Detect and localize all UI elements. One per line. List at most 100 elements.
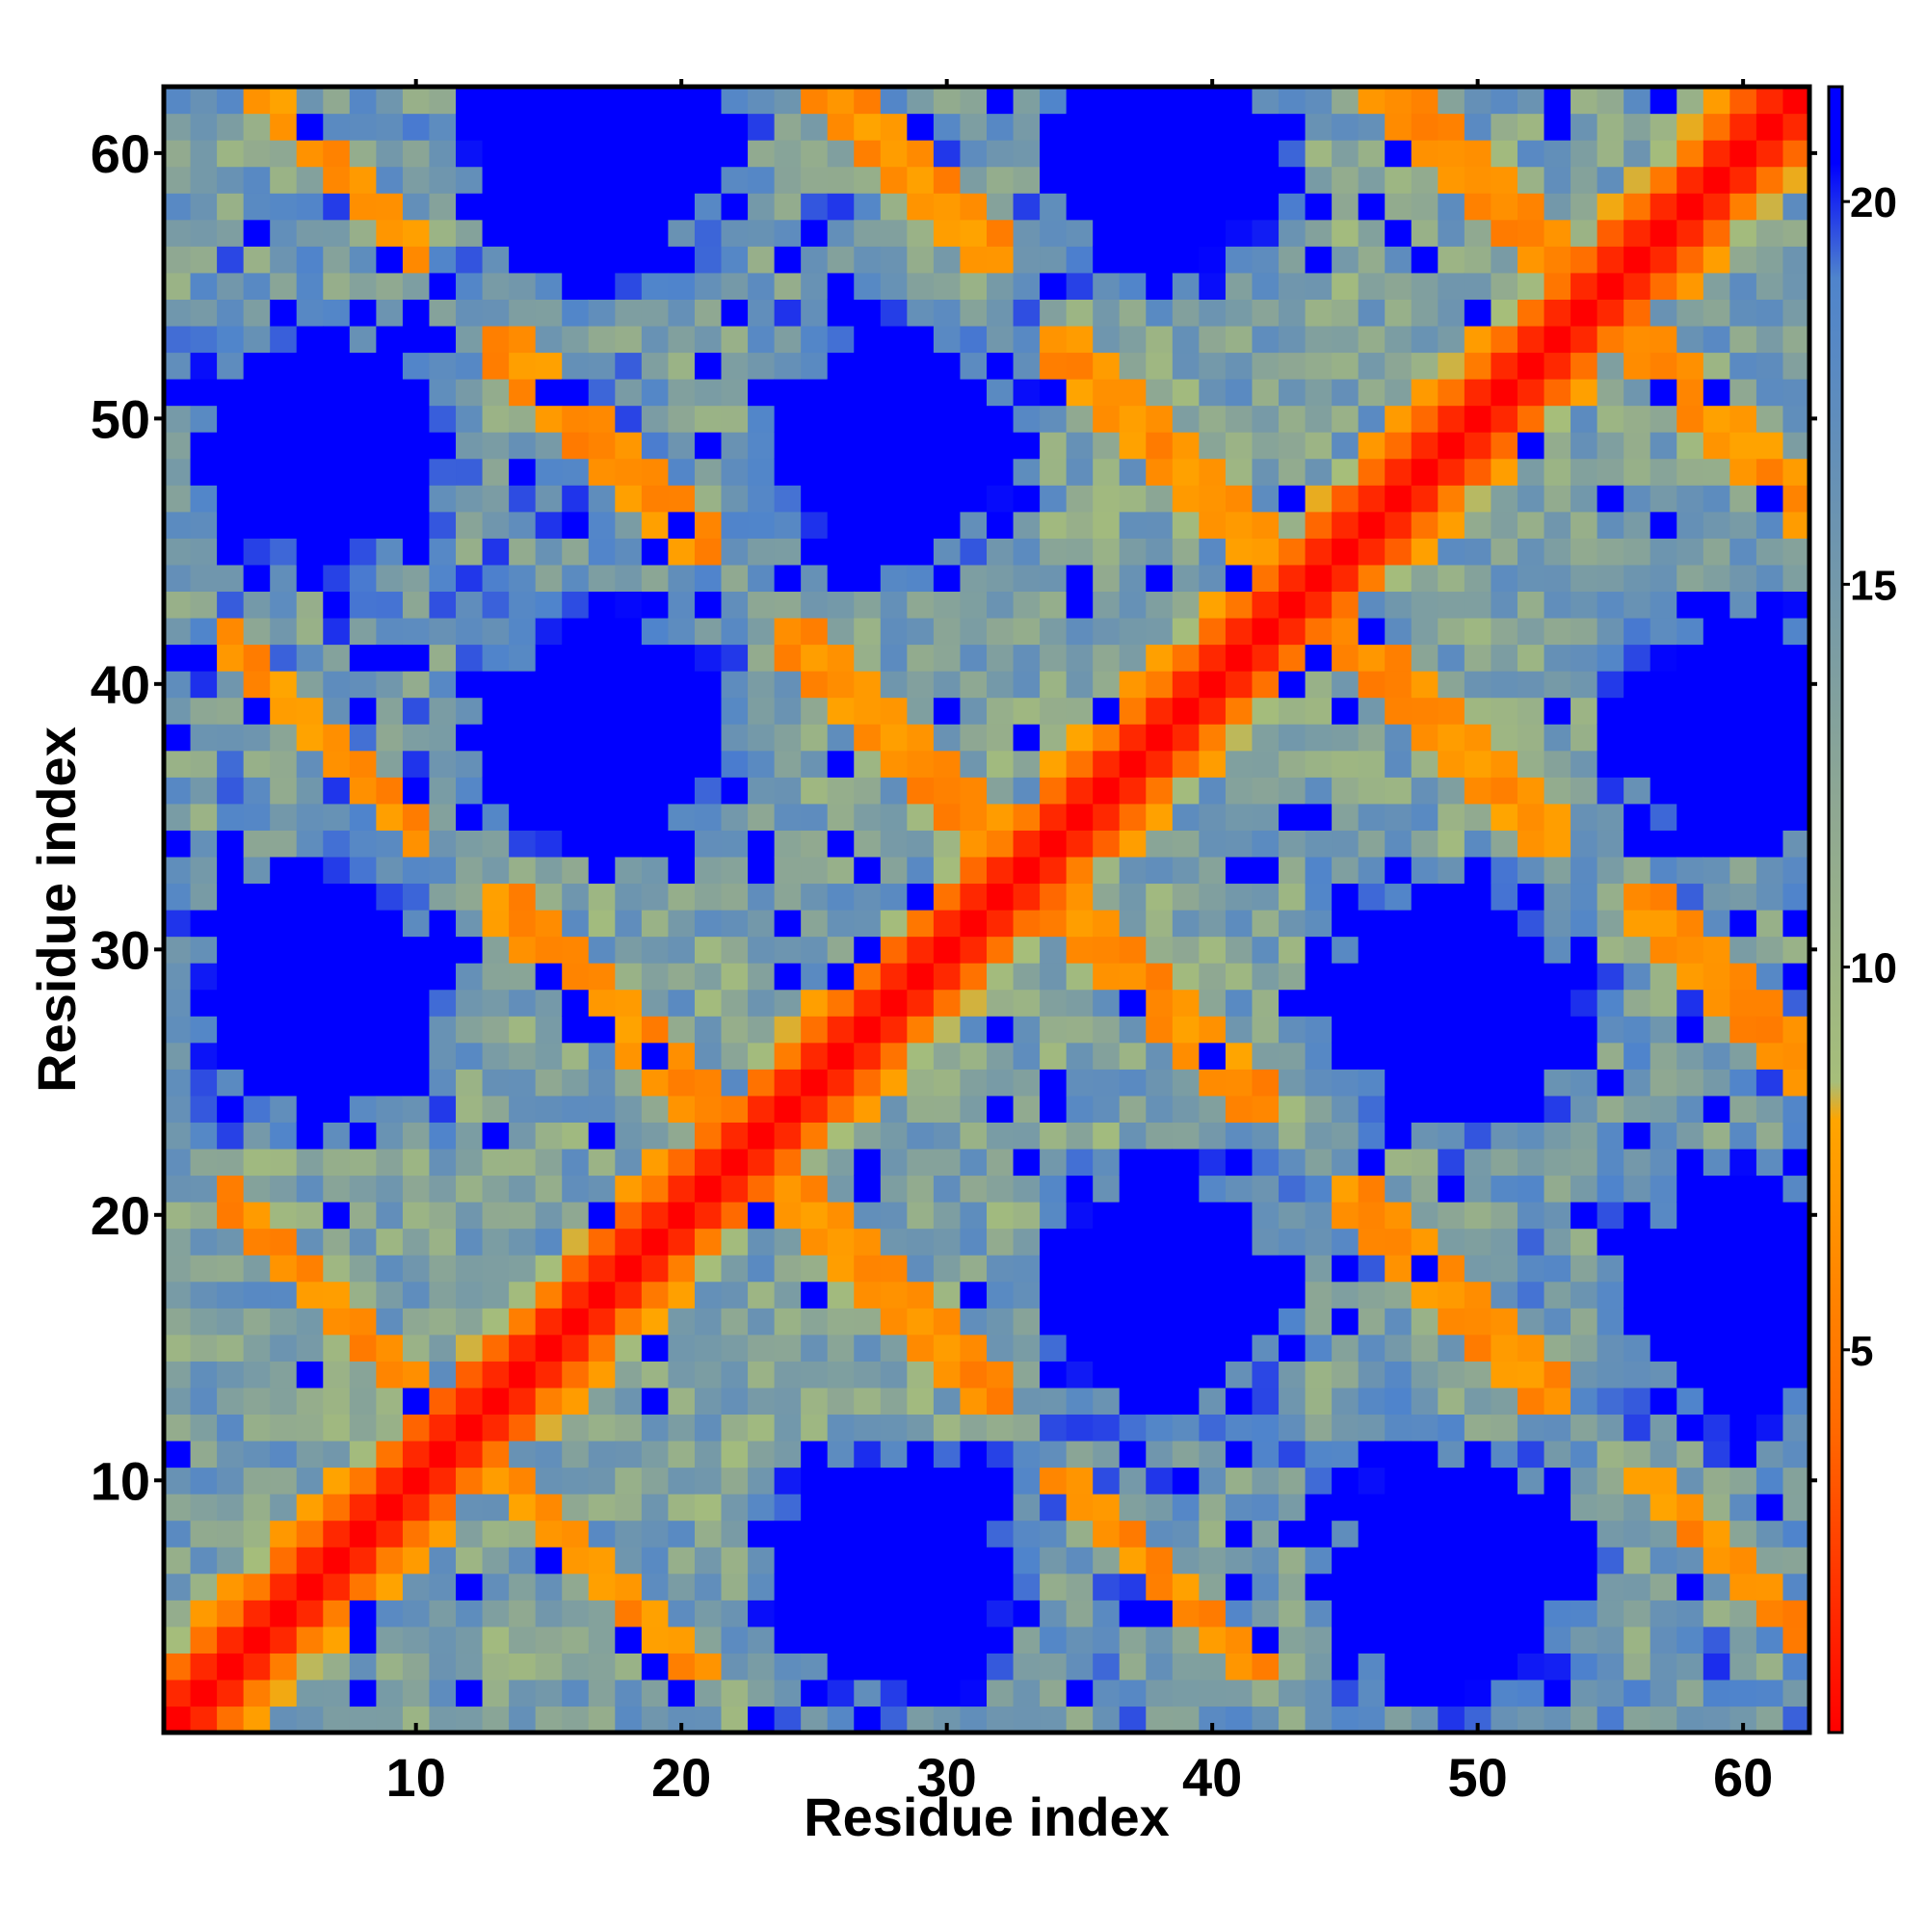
heatmap-cell <box>1332 1148 1359 1177</box>
heatmap-cell <box>615 989 643 1017</box>
heatmap-cell <box>270 113 298 141</box>
heatmap-cell <box>987 1600 1015 1628</box>
heatmap-cell <box>376 564 404 593</box>
heatmap-cell <box>668 1520 696 1548</box>
heatmap-cell <box>1066 485 1094 513</box>
heatmap-cell <box>1755 963 1784 991</box>
heatmap-cell <box>1464 963 1492 991</box>
heatmap-cell <box>1491 936 1518 964</box>
heatmap-cell <box>1703 910 1730 938</box>
heatmap-cell <box>217 1016 245 1044</box>
heatmap-cell <box>1093 750 1121 778</box>
heatmap-cell <box>748 1600 776 1628</box>
heatmap-cell <box>854 166 882 194</box>
heatmap-cell <box>270 379 298 407</box>
heatmap-cell <box>721 1494 749 1522</box>
heatmap-cell <box>296 379 324 407</box>
heatmap-cell <box>217 1414 245 1442</box>
heatmap-cell <box>562 1467 590 1495</box>
heatmap-cell <box>562 1494 590 1522</box>
heatmap-cell <box>1172 856 1200 885</box>
heatmap-cell <box>1172 1042 1200 1070</box>
heatmap-cell <box>668 405 696 433</box>
heatmap-cell <box>482 379 510 407</box>
heatmap-cell <box>1119 591 1147 619</box>
heatmap-cell <box>217 697 245 725</box>
heatmap-cell <box>509 1467 537 1495</box>
heatmap-cell <box>1623 272 1651 300</box>
heatmap-cell <box>1703 1202 1730 1230</box>
heatmap-cell <box>164 432 192 460</box>
heatmap-cell <box>801 272 829 300</box>
heatmap-cell <box>694 777 723 805</box>
heatmap-cell <box>1199 113 1227 141</box>
heatmap-cell <box>1597 591 1624 619</box>
heatmap-cell <box>1650 299 1677 327</box>
heatmap-cell <box>509 564 537 593</box>
heatmap-cell <box>270 432 298 460</box>
heatmap-cell <box>1544 1281 1571 1309</box>
heatmap-cell <box>1199 617 1227 646</box>
heatmap-cell <box>641 1334 670 1362</box>
heatmap-cell <box>1544 432 1571 460</box>
heatmap-cell <box>429 1148 457 1177</box>
heatmap-cell <box>164 671 192 699</box>
heatmap-cell <box>509 538 537 566</box>
heatmap-cell <box>1305 538 1333 566</box>
heatmap-cell <box>349 432 377 460</box>
heatmap-cell <box>562 1175 590 1203</box>
heatmap-cell <box>1464 1095 1492 1123</box>
heatmap-cell <box>827 1361 855 1389</box>
heatmap-cell <box>987 538 1015 566</box>
heatmap-cell <box>694 803 723 831</box>
heatmap-cell <box>1172 511 1200 539</box>
heatmap-cell <box>402 724 431 752</box>
heatmap-cell <box>1172 219 1200 247</box>
heatmap-cell <box>1093 1626 1121 1654</box>
heatmap-cell <box>1252 963 1280 991</box>
heatmap-cell <box>349 1547 377 1575</box>
heatmap-cell <box>748 777 776 805</box>
heatmap-cell <box>1093 246 1121 274</box>
heatmap-cell <box>801 485 829 513</box>
heatmap-cell <box>1252 1334 1280 1362</box>
heatmap-cell <box>217 1626 245 1654</box>
heatmap-cell <box>296 989 324 1017</box>
heatmap-cell <box>1411 1467 1439 1495</box>
heatmap-cell <box>376 1414 404 1442</box>
heatmap-cell <box>854 1095 882 1123</box>
heatmap-cell <box>1252 458 1280 486</box>
heatmap-cell <box>1729 1467 1757 1495</box>
heatmap-cell <box>1146 1122 1174 1150</box>
heatmap-cell <box>588 113 616 141</box>
heatmap-cell <box>615 1095 643 1123</box>
heatmap-cell <box>721 591 749 619</box>
heatmap-cell <box>933 1440 962 1469</box>
heatmap-cell <box>1332 1095 1359 1123</box>
heatmap-cell <box>1650 1547 1677 1575</box>
heatmap-cell <box>801 299 829 327</box>
heatmap-cell <box>1066 697 1094 725</box>
heatmap-cell <box>1172 352 1200 380</box>
heatmap-cell <box>1225 113 1254 141</box>
heatmap-cell <box>801 1467 829 1495</box>
heatmap-cell <box>429 1414 457 1442</box>
heatmap-cell <box>1040 1520 1068 1548</box>
heatmap-cell <box>456 936 484 964</box>
heatmap-cell <box>1358 1255 1386 1283</box>
heatmap-cell <box>1358 1414 1386 1442</box>
heatmap-cell <box>402 166 431 194</box>
heatmap-cell <box>801 1148 829 1177</box>
heatmap-cell <box>907 910 935 938</box>
heatmap-cell <box>1225 1069 1254 1097</box>
heatmap-cell <box>694 432 723 460</box>
heatmap-cell <box>164 724 192 752</box>
heatmap-cell <box>1782 1573 1810 1601</box>
heatmap-cell <box>509 379 537 407</box>
heatmap-cell <box>880 193 908 221</box>
heatmap-cell <box>1491 432 1518 460</box>
heatmap-cell <box>243 1547 271 1575</box>
heatmap-cell <box>748 803 776 831</box>
heatmap-cell <box>1623 458 1651 486</box>
heatmap-cell <box>1517 1387 1545 1416</box>
